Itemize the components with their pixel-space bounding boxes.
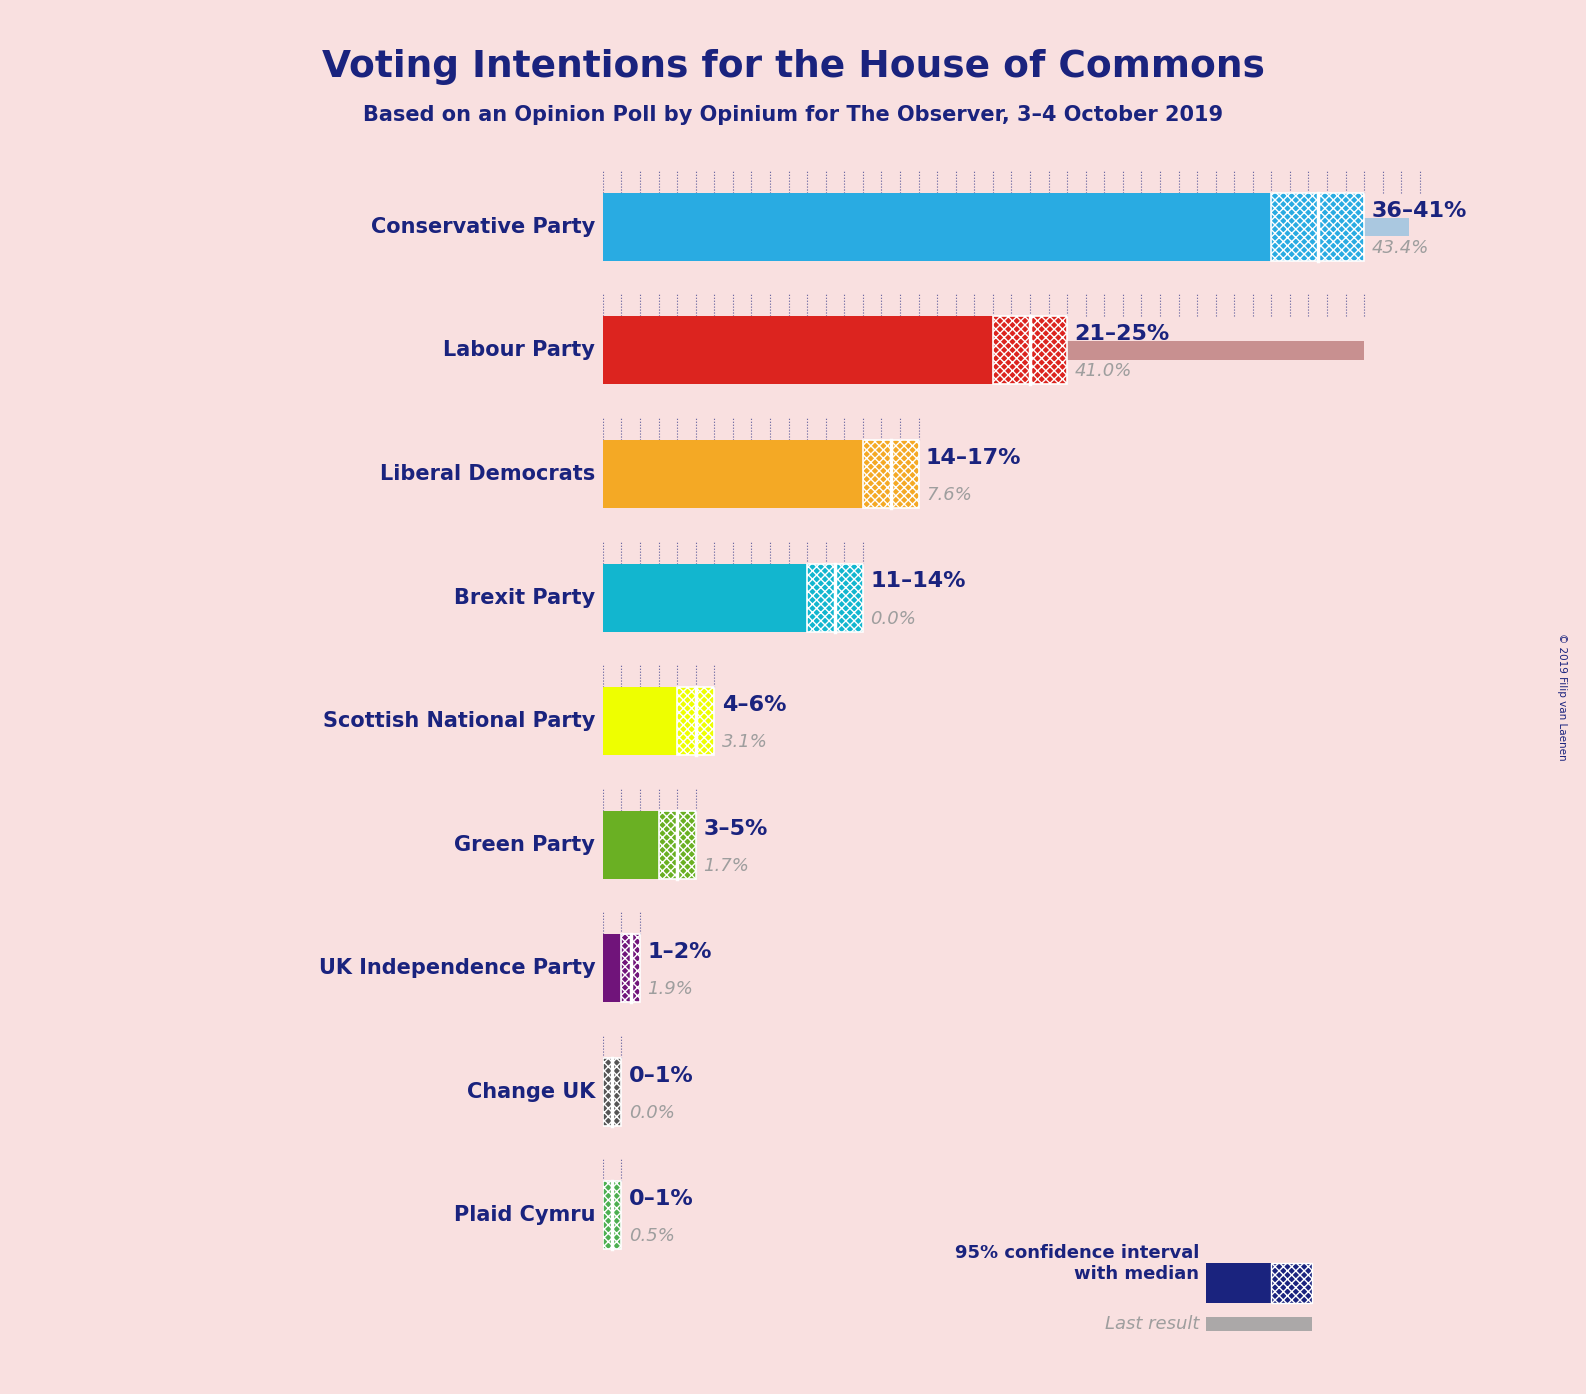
Text: 1.7%: 1.7% (703, 857, 749, 874)
Text: Voting Intentions for the House of Commons: Voting Intentions for the House of Commo… (322, 49, 1264, 85)
Text: 0–1%: 0–1% (628, 1189, 693, 1209)
Bar (603, 687, 677, 756)
Text: 21–25%: 21–25% (1074, 325, 1170, 344)
Text: Last result: Last result (1104, 1315, 1199, 1333)
Text: 3–5%: 3–5% (703, 818, 768, 839)
Bar (1272, 192, 1364, 261)
Bar (603, 1181, 622, 1249)
Text: 14–17%: 14–17% (926, 447, 1021, 468)
Bar (993, 316, 1067, 385)
Text: 0–1%: 0–1% (628, 1065, 693, 1086)
Bar (677, 687, 714, 756)
Text: 1–2%: 1–2% (647, 942, 712, 962)
Text: 7.6%: 7.6% (926, 487, 972, 505)
Text: 41.0%: 41.0% (1074, 362, 1132, 381)
Text: Based on an Opinion Poll by Opinium for The Observer, 3–4 October 2019: Based on an Opinion Poll by Opinium for … (363, 105, 1223, 124)
Bar (807, 563, 863, 631)
Bar (603, 316, 993, 385)
Bar (603, 959, 638, 977)
Bar (658, 811, 696, 878)
Bar (603, 1206, 612, 1224)
Text: Scottish National Party: Scottish National Party (324, 711, 595, 730)
Text: Liberal Democrats: Liberal Democrats (381, 464, 595, 484)
Text: Green Party: Green Party (455, 835, 595, 855)
Bar (1207, 1263, 1272, 1303)
Text: 1.9%: 1.9% (647, 980, 693, 998)
Bar (603, 934, 622, 1002)
Text: 43.4%: 43.4% (1372, 238, 1429, 256)
Text: 95% confidence interval
with median: 95% confidence interval with median (955, 1243, 1199, 1282)
Bar (603, 464, 744, 484)
Text: UK Independence Party: UK Independence Party (319, 958, 595, 979)
Text: Plaid Cymru: Plaid Cymru (454, 1206, 595, 1225)
Text: Conservative Party: Conservative Party (371, 217, 595, 237)
Bar (863, 441, 918, 507)
Text: 4–6%: 4–6% (722, 696, 787, 715)
Bar (1272, 1263, 1312, 1303)
Text: Labour Party: Labour Party (444, 340, 595, 361)
Text: 0.0%: 0.0% (871, 609, 917, 627)
Bar (603, 712, 660, 730)
Text: 3.1%: 3.1% (722, 733, 768, 751)
Bar (603, 441, 863, 507)
Bar (603, 811, 658, 878)
Bar (1207, 1316, 1312, 1331)
Text: Brexit Party: Brexit Party (454, 587, 595, 608)
Text: 0.5%: 0.5% (628, 1227, 674, 1245)
Bar (603, 563, 807, 631)
Text: Change UK: Change UK (466, 1082, 595, 1101)
Text: 0.0%: 0.0% (628, 1104, 674, 1122)
Bar (603, 835, 634, 855)
Text: © 2019 Filip van Laenen: © 2019 Filip van Laenen (1557, 633, 1567, 761)
Bar (603, 342, 1364, 360)
Text: 11–14%: 11–14% (871, 572, 966, 591)
Bar (622, 934, 639, 1002)
Bar (603, 217, 1408, 236)
Text: 36–41%: 36–41% (1372, 201, 1467, 220)
Bar (603, 1058, 622, 1126)
Bar (603, 192, 1272, 261)
